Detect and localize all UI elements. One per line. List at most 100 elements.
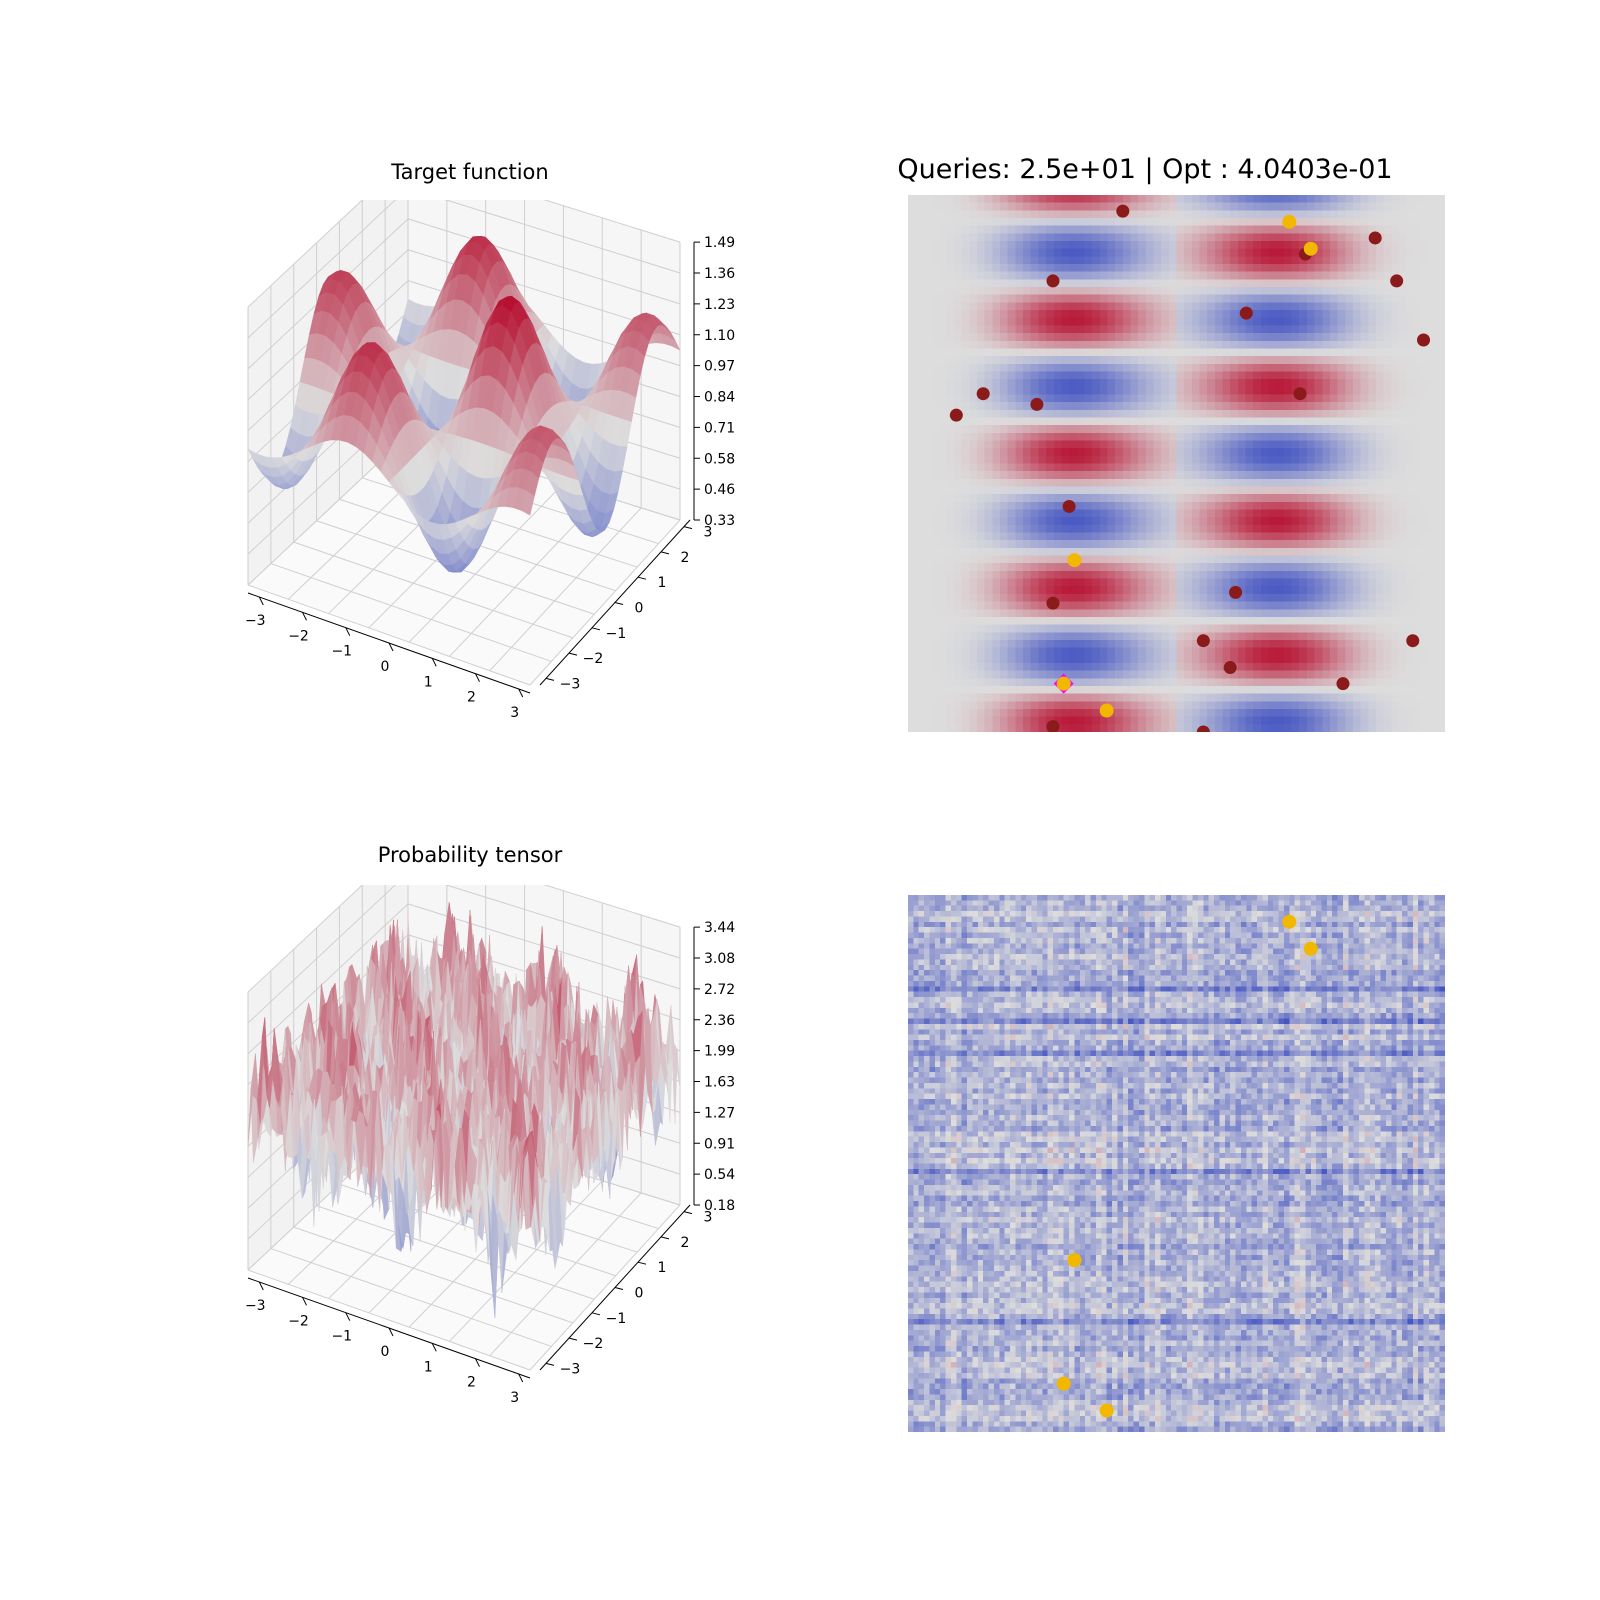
- z-tick-label: 1.27: [704, 1105, 735, 1121]
- grid-line: [270, 563, 552, 662]
- y-tick-label: 1: [658, 1260, 667, 1276]
- grid-line: [408, 483, 564, 643]
- y-tick: [614, 602, 624, 605]
- z-tick-label: 1.99: [704, 1044, 735, 1060]
- y-tick: [545, 677, 555, 681]
- queries-opt-title: Queries: 2.5e+01 | Opt : 4.0403e-01: [897, 154, 1393, 185]
- x-tick: [518, 688, 524, 698]
- y-tick-label: −1: [606, 626, 627, 642]
- heatmap-cell: [908, 310, 917, 319]
- y-tick-label: 3: [704, 525, 713, 541]
- x-tick: [475, 1358, 480, 1367]
- z-tick-label: 1.23: [704, 297, 735, 313]
- z-tick-label: 0.58: [704, 451, 735, 467]
- y-tick-label: −3: [560, 1361, 581, 1377]
- x-tick: [302, 1297, 307, 1306]
- y-tick: [545, 1362, 555, 1366]
- z-tick-label: 2.72: [704, 982, 735, 998]
- grid-line: [247, 200, 363, 308]
- surface-patch: [521, 490, 535, 516]
- surface: [247, 902, 681, 1318]
- axes-3d: −3−2−10123−3−2−101230.180.540.911.271.63…: [245, 885, 735, 1406]
- y-tick: [568, 1337, 578, 1341]
- grid-line: [489, 507, 642, 672]
- grid-line: [444, 885, 681, 959]
- target-function-3d-plot: −3−2−10123−3−2−101230.330.460.580.710.84…: [245, 200, 735, 721]
- surface: [247, 235, 681, 573]
- heatmap-cell: [908, 195, 917, 204]
- x-tick: [258, 596, 264, 606]
- grid-line: [247, 885, 363, 993]
- z-tick-label: 0.84: [704, 390, 735, 406]
- y-tick: [637, 1261, 647, 1265]
- grid-line: [247, 584, 531, 686]
- y-tick: [568, 652, 578, 656]
- x-tick-label: 1: [424, 1359, 433, 1375]
- y-tick-label: −2: [583, 1336, 604, 1352]
- grid-line: [247, 885, 396, 1024]
- grid-line: [543, 885, 681, 928]
- x-tick-label: 1: [424, 674, 433, 690]
- heatmap-cell: [908, 225, 917, 234]
- x-tick-label: −1: [331, 644, 352, 660]
- x-tick: [258, 1281, 264, 1291]
- y-tick: [683, 1211, 693, 1215]
- y-tick-label: −2: [583, 651, 604, 667]
- x-tick: [388, 642, 394, 652]
- grid-line: [449, 1180, 603, 1342]
- x-tick-label: 0: [381, 659, 390, 675]
- axes-3d: −3−2−10123−3−2−101230.330.460.580.710.84…: [245, 200, 735, 721]
- y-tick: [637, 576, 647, 580]
- y-tick: [591, 627, 601, 631]
- y-tick: [660, 551, 670, 555]
- x-tick-label: 0: [381, 1344, 390, 1360]
- x-tick-label: −1: [331, 1329, 352, 1345]
- heatmap-cell: [908, 218, 917, 227]
- z-tick-label: 1.36: [704, 266, 735, 282]
- heatmap-cell: [908, 233, 917, 242]
- grid-line: [543, 200, 681, 243]
- heatmap-cell: [908, 241, 917, 250]
- y-tick-label: 0: [635, 1286, 644, 1302]
- y-tick: [683, 526, 693, 530]
- axis-lines: [247, 926, 700, 1383]
- z-tick-label: 2.36: [704, 1013, 735, 1029]
- z-tick-label: 0.71: [704, 420, 735, 436]
- y-tick: [591, 1312, 601, 1316]
- x-tick-label: 3: [510, 1390, 519, 1406]
- x-tick-label: 2: [467, 1375, 476, 1391]
- heatmap-cell: [908, 248, 917, 257]
- x-tick-label: −2: [288, 1313, 309, 1329]
- x-tick-label: 2: [467, 690, 476, 706]
- z-tick-label: 1.63: [704, 1075, 735, 1091]
- target-function-title: Target function: [391, 160, 549, 184]
- x-tick-label: −3: [245, 1298, 266, 1314]
- x-tick: [388, 1327, 394, 1337]
- grid-line: [247, 200, 396, 339]
- x-tick: [345, 1312, 351, 1321]
- x-tick: [431, 658, 437, 667]
- z-tick-label: 0.97: [704, 359, 735, 375]
- x-tick: [518, 1373, 524, 1383]
- probability-tensor-3d-plot: −3−2−10123−3−2−101230.180.540.911.271.63…: [245, 885, 735, 1406]
- y-tick: [614, 1287, 624, 1290]
- x-tick: [475, 673, 480, 682]
- z-tick-label: 0.54: [704, 1167, 735, 1183]
- z-tick-label: 0.18: [704, 1198, 735, 1214]
- z-tick-label: 3.08: [704, 951, 735, 967]
- probability-tensor-title: Probability tensor: [377, 843, 563, 867]
- heatmap-cell: [908, 279, 917, 288]
- x-tick-label: −3: [245, 613, 266, 629]
- z-tick-label: 0.46: [704, 482, 735, 498]
- x-tick-label: −2: [288, 628, 309, 644]
- y-tick-label: 3: [704, 1210, 713, 1226]
- surface-patch: [525, 1143, 533, 1206]
- grid-line: [247, 1269, 531, 1371]
- z-tick-label: 1.10: [704, 328, 735, 344]
- grid-line: [407, 218, 681, 305]
- heatmap-cells: [908, 195, 1445, 732]
- heatmap-cell: [908, 271, 917, 280]
- y-tick-label: 1: [658, 575, 667, 591]
- grid-line: [293, 541, 574, 639]
- y-tick-label: −1: [606, 1311, 627, 1327]
